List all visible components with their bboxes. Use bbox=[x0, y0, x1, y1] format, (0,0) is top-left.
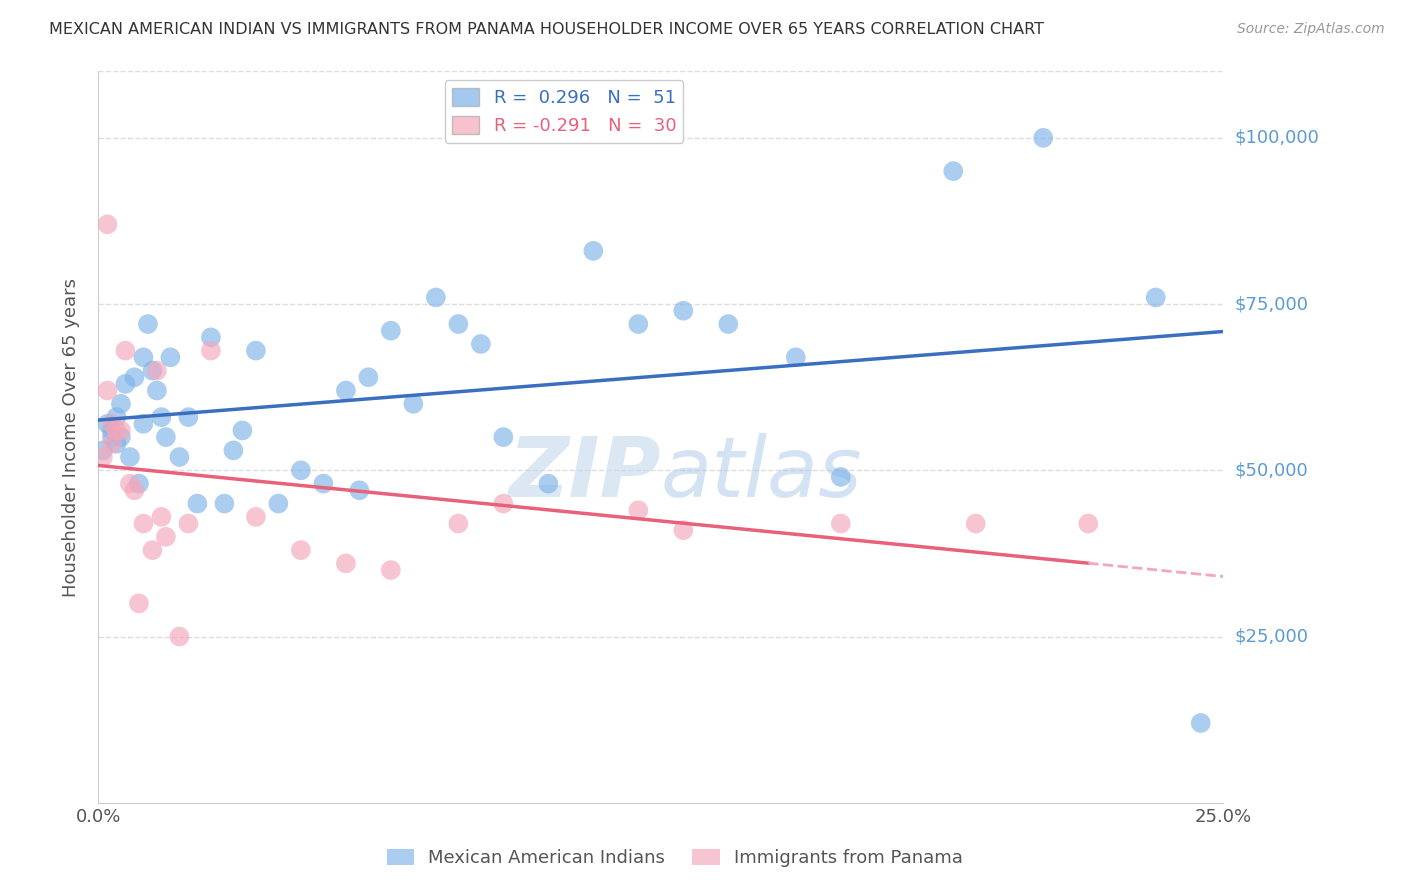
Point bbox=[402, 397, 425, 411]
Point bbox=[186, 497, 208, 511]
Point bbox=[91, 450, 114, 464]
Point bbox=[717, 317, 740, 331]
Text: $25,000: $25,000 bbox=[1234, 628, 1309, 646]
Point bbox=[124, 370, 146, 384]
Point bbox=[290, 543, 312, 558]
Point bbox=[101, 436, 124, 450]
Legend: R =  0.296   N =  51, R = -0.291   N =  30: R = 0.296 N = 51, R = -0.291 N = 30 bbox=[444, 80, 683, 143]
Point bbox=[447, 516, 470, 531]
Point bbox=[1144, 290, 1167, 304]
Point bbox=[159, 351, 181, 365]
Point bbox=[150, 410, 173, 425]
Point bbox=[114, 376, 136, 391]
Point bbox=[425, 290, 447, 304]
Point bbox=[1077, 516, 1099, 531]
Point bbox=[132, 351, 155, 365]
Point bbox=[200, 330, 222, 344]
Point bbox=[200, 343, 222, 358]
Point bbox=[146, 363, 169, 377]
Point bbox=[96, 417, 118, 431]
Point bbox=[177, 516, 200, 531]
Text: $50,000: $50,000 bbox=[1234, 461, 1308, 479]
Point bbox=[349, 483, 371, 498]
Point bbox=[447, 317, 470, 331]
Point bbox=[965, 516, 987, 531]
Point bbox=[110, 424, 132, 438]
Point bbox=[1032, 131, 1054, 145]
Point bbox=[942, 164, 965, 178]
Point bbox=[169, 450, 191, 464]
Point bbox=[492, 430, 515, 444]
Point bbox=[582, 244, 605, 258]
Point bbox=[105, 436, 128, 450]
Point bbox=[245, 343, 267, 358]
Point bbox=[627, 317, 650, 331]
Point bbox=[118, 450, 141, 464]
Point bbox=[101, 430, 124, 444]
Point bbox=[492, 497, 515, 511]
Legend: Mexican American Indians, Immigrants from Panama: Mexican American Indians, Immigrants fro… bbox=[380, 841, 970, 874]
Point bbox=[136, 317, 159, 331]
Point bbox=[830, 516, 852, 531]
Point bbox=[128, 476, 150, 491]
Point bbox=[335, 557, 357, 571]
Point bbox=[672, 523, 695, 537]
Point bbox=[114, 343, 136, 358]
Point bbox=[470, 337, 492, 351]
Point bbox=[214, 497, 236, 511]
Point bbox=[150, 509, 173, 524]
Point bbox=[537, 476, 560, 491]
Point bbox=[169, 630, 191, 644]
Text: $100,000: $100,000 bbox=[1234, 128, 1319, 147]
Point bbox=[118, 476, 141, 491]
Point bbox=[627, 503, 650, 517]
Point bbox=[101, 417, 124, 431]
Point bbox=[124, 483, 146, 498]
Point bbox=[132, 516, 155, 531]
Point bbox=[830, 470, 852, 484]
Point bbox=[91, 443, 114, 458]
Point bbox=[155, 530, 177, 544]
Point bbox=[110, 397, 132, 411]
Point bbox=[222, 443, 245, 458]
Point bbox=[105, 424, 128, 438]
Point bbox=[141, 363, 163, 377]
Point bbox=[177, 410, 200, 425]
Point bbox=[105, 410, 128, 425]
Point bbox=[380, 324, 402, 338]
Y-axis label: Householder Income Over 65 years: Householder Income Over 65 years bbox=[62, 277, 80, 597]
Point bbox=[335, 384, 357, 398]
Point bbox=[96, 384, 118, 398]
Text: ZIP: ZIP bbox=[508, 434, 661, 514]
Point bbox=[132, 417, 155, 431]
Point bbox=[380, 563, 402, 577]
Point bbox=[672, 303, 695, 318]
Point bbox=[245, 509, 267, 524]
Text: Source: ZipAtlas.com: Source: ZipAtlas.com bbox=[1237, 22, 1385, 37]
Point bbox=[128, 596, 150, 610]
Point bbox=[141, 543, 163, 558]
Text: MEXICAN AMERICAN INDIAN VS IMMIGRANTS FROM PANAMA HOUSEHOLDER INCOME OVER 65 YEA: MEXICAN AMERICAN INDIAN VS IMMIGRANTS FR… bbox=[49, 22, 1045, 37]
Point bbox=[290, 463, 312, 477]
Point bbox=[357, 370, 380, 384]
Point bbox=[101, 424, 124, 438]
Point bbox=[1189, 716, 1212, 731]
Point bbox=[110, 430, 132, 444]
Point bbox=[231, 424, 253, 438]
Point bbox=[155, 430, 177, 444]
Point bbox=[312, 476, 335, 491]
Point bbox=[146, 384, 169, 398]
Point bbox=[96, 217, 118, 231]
Text: atlas: atlas bbox=[661, 434, 862, 514]
Text: $75,000: $75,000 bbox=[1234, 295, 1309, 313]
Point bbox=[785, 351, 807, 365]
Point bbox=[267, 497, 290, 511]
